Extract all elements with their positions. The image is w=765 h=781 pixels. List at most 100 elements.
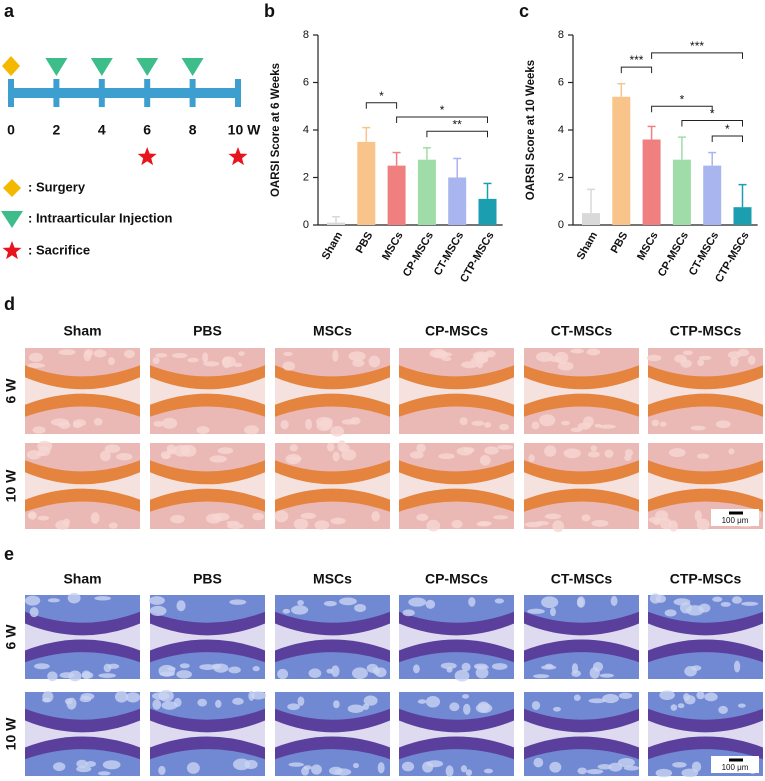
marrow-space bbox=[232, 697, 244, 705]
marrow-space bbox=[58, 421, 71, 429]
marrow-space bbox=[104, 444, 121, 453]
marrow-space bbox=[715, 420, 731, 429]
marrow-space bbox=[123, 349, 135, 359]
marrow-space bbox=[252, 666, 260, 672]
marrow-space bbox=[586, 768, 604, 775]
marrow-space bbox=[646, 354, 662, 362]
marrow-space bbox=[617, 757, 635, 768]
column-title: CP-MSCs bbox=[425, 571, 488, 587]
marrow-space bbox=[451, 519, 463, 529]
marrow-space bbox=[718, 705, 728, 714]
marrow-space bbox=[221, 356, 236, 368]
marrow-space bbox=[553, 706, 561, 712]
marrow-space bbox=[409, 451, 424, 459]
timeline-tick-label: 2 bbox=[53, 122, 61, 138]
marrow-space bbox=[462, 694, 470, 699]
marrow-space bbox=[741, 601, 759, 606]
significance-label: *** bbox=[690, 39, 704, 53]
marrow-space bbox=[328, 766, 343, 775]
marrow-space bbox=[363, 695, 378, 706]
marrow-space bbox=[497, 445, 514, 450]
column-title: Sham bbox=[63, 571, 101, 587]
marrow-space bbox=[655, 594, 667, 603]
marrow-space bbox=[731, 596, 743, 604]
marrow-space bbox=[47, 598, 60, 603]
marrow-space bbox=[533, 757, 544, 768]
marrow-space bbox=[332, 350, 339, 362]
x-tick-label: Sham bbox=[575, 230, 600, 262]
marrow-space bbox=[541, 665, 557, 670]
marrow-space bbox=[233, 362, 243, 367]
bone bbox=[275, 406, 390, 434]
marrow-space bbox=[291, 605, 309, 615]
surgery-marker bbox=[2, 56, 20, 76]
marrow-space bbox=[202, 352, 209, 363]
marrow-space bbox=[166, 444, 176, 453]
marrow-space bbox=[293, 518, 309, 530]
column-title: MSCs bbox=[313, 323, 352, 339]
marrow-space bbox=[655, 510, 669, 521]
marrow-space bbox=[471, 420, 485, 426]
row-label: 6 W bbox=[3, 624, 19, 650]
y-tick-label: 8 bbox=[303, 29, 309, 41]
marrow-space bbox=[426, 760, 444, 768]
marrow-space bbox=[209, 455, 227, 463]
marrow-space bbox=[470, 357, 489, 364]
marrow-space bbox=[311, 764, 322, 775]
marrow-space bbox=[72, 422, 83, 429]
marrow-space bbox=[98, 673, 116, 678]
timeline-tick-label: 6 bbox=[143, 122, 151, 138]
marrow-space bbox=[463, 447, 475, 453]
marrow-space bbox=[659, 690, 675, 701]
timeline-tick-label: 4 bbox=[98, 122, 106, 138]
marrow-space bbox=[308, 668, 322, 679]
bone bbox=[648, 652, 763, 679]
marrow-space bbox=[176, 600, 186, 612]
marrow-space bbox=[238, 351, 245, 356]
histology-image bbox=[275, 595, 390, 680]
marrow-space bbox=[159, 671, 175, 677]
row-label: 10 W bbox=[3, 717, 19, 750]
marrow-space bbox=[698, 355, 712, 360]
bone bbox=[275, 443, 390, 472]
x-tick-label: MSCs bbox=[635, 230, 661, 262]
marrow-space bbox=[473, 663, 488, 669]
marrow-space bbox=[531, 421, 540, 430]
marrow-space bbox=[288, 762, 304, 767]
column-title: CT-MSCs bbox=[551, 323, 613, 339]
marrow-space bbox=[28, 352, 43, 362]
marrow-space bbox=[196, 426, 210, 434]
x-tick-label: PBS bbox=[354, 230, 376, 256]
marrow-space bbox=[287, 456, 302, 461]
marrow-space bbox=[696, 518, 710, 531]
marrow-space bbox=[691, 761, 702, 773]
histology-image bbox=[648, 593, 763, 679]
marrow-space bbox=[53, 762, 66, 772]
y-tick-label: 0 bbox=[303, 219, 309, 231]
marrow-space bbox=[148, 596, 165, 605]
significance-label: * bbox=[710, 107, 715, 121]
marrow-space bbox=[747, 355, 756, 365]
column-title: MSCs bbox=[313, 571, 352, 587]
x-tick-label: CP-MSCs bbox=[401, 230, 436, 279]
marrow-space bbox=[243, 425, 259, 435]
marrow-space bbox=[677, 703, 685, 709]
marrow-space bbox=[161, 417, 178, 429]
marrow-space bbox=[323, 600, 337, 607]
x-tick-label: CT-MSCs bbox=[687, 230, 722, 278]
significance-bracket bbox=[396, 116, 488, 123]
marrow-space bbox=[341, 419, 356, 425]
column-title: PBS bbox=[193, 323, 222, 339]
marrow-space bbox=[187, 357, 199, 363]
y-tick-label: 8 bbox=[558, 29, 564, 41]
marrow-space bbox=[93, 349, 107, 358]
scale-bar-label: 100 μm bbox=[722, 763, 749, 772]
marrow-space bbox=[297, 696, 305, 707]
marrow-space bbox=[454, 669, 470, 682]
histology-image bbox=[399, 692, 514, 777]
marrow-space bbox=[531, 700, 541, 710]
marrow-space bbox=[362, 703, 370, 710]
marrow-space bbox=[438, 453, 455, 460]
marrow-space bbox=[125, 692, 141, 703]
